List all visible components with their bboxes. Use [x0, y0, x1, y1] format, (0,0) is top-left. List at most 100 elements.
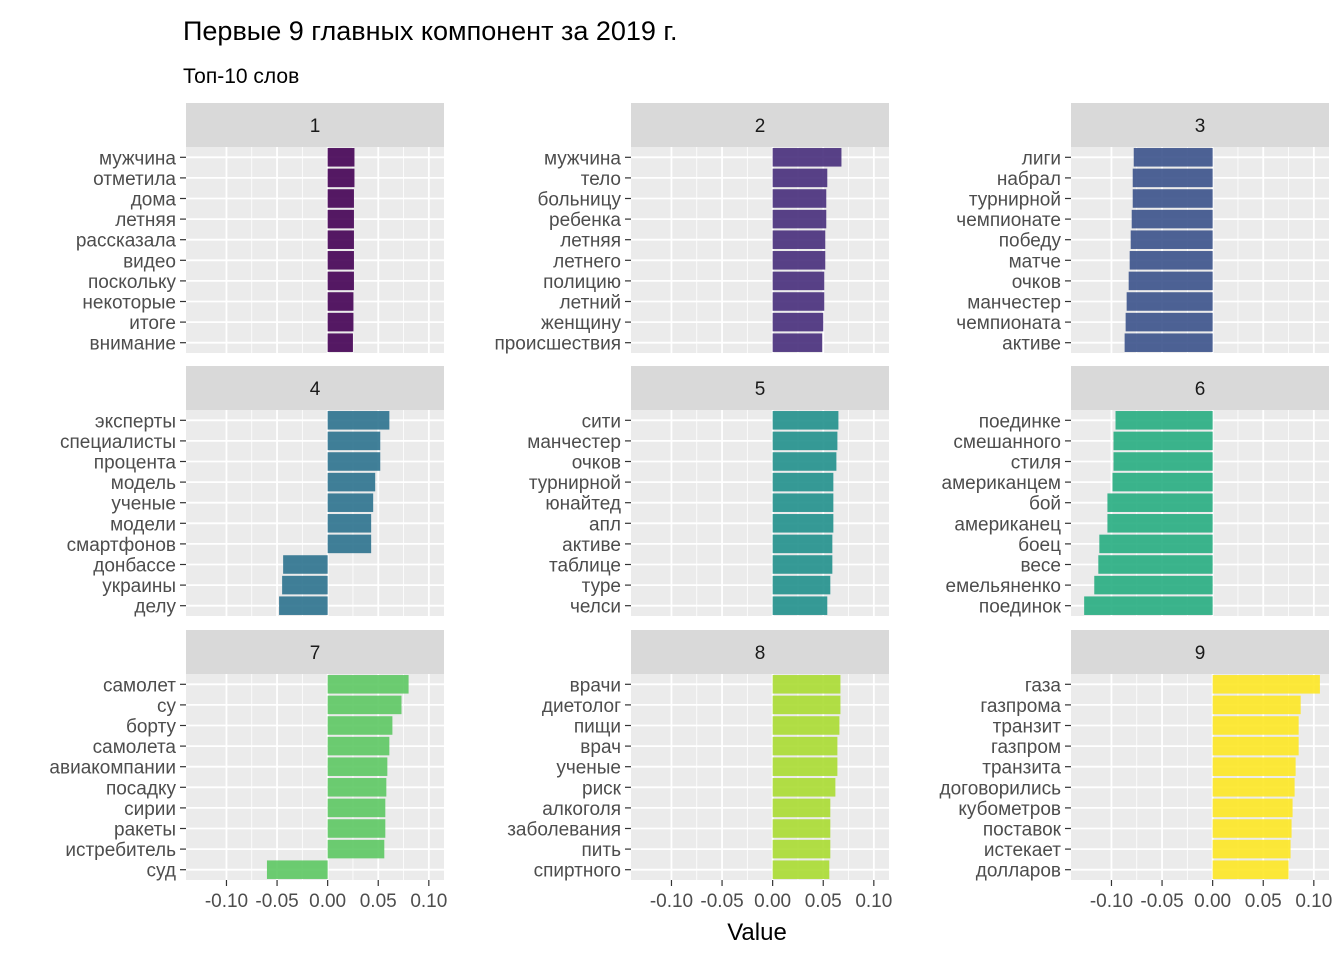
y-tick-label: договорились: [940, 778, 1062, 799]
bar-бой: [1107, 493, 1213, 512]
y-tick-label: манчестер: [967, 293, 1061, 314]
y-tick-label: стиля: [1011, 453, 1061, 474]
x-tick-label: 0.00: [309, 891, 346, 912]
y-tick-label: поставок: [983, 820, 1062, 841]
bar-донбассе: [283, 555, 328, 574]
bar-пищи: [772, 716, 840, 735]
bar-емельяненко: [1094, 575, 1213, 595]
y-tick-label: летняя: [115, 210, 176, 231]
facet-panel-3: 3 лигинабралтурнирнойчемпионатепобедуматч…: [956, 103, 1329, 355]
bar-делу: [279, 596, 328, 615]
bar-модели: [327, 514, 372, 533]
bar-истребитель: [327, 839, 385, 859]
y-tick-label: мужчина: [544, 148, 621, 169]
y-tick-label: долларов: [976, 861, 1061, 882]
bar-турнирной: [772, 472, 834, 492]
y-tick-label: поединок: [979, 597, 1062, 618]
bar-чемпионате: [1131, 209, 1213, 229]
y-tick-label: внимание: [89, 334, 176, 355]
facet-panel-8: 8 врачидиетологпищиврачученыерискалкоголя…: [507, 630, 892, 912]
bar-заболевания: [772, 819, 831, 838]
y-tick-label: видео: [123, 251, 176, 272]
y-tick-label: туре: [582, 576, 621, 597]
y-tick-label: лиги: [1022, 148, 1061, 169]
y-tick-label: газпром: [991, 737, 1061, 758]
y-tick-label: отметила: [93, 169, 176, 190]
bar-риск: [772, 778, 836, 797]
facet-strip-3: [1071, 103, 1329, 147]
x-tick-label: -0.05: [1140, 891, 1183, 912]
bar-транзит: [1212, 716, 1299, 735]
facet-strip-label-9: 9: [1195, 643, 1206, 664]
x-tick-label: 0.00: [754, 891, 791, 912]
bar-челси: [772, 596, 828, 615]
y-tick-label: летняя: [560, 231, 621, 252]
x-tick-label: 0.10: [855, 891, 892, 912]
y-tick-label: ученые: [556, 758, 621, 779]
y-tick-label: ученые: [111, 494, 176, 515]
bar-дома: [327, 189, 354, 208]
facet-strip-label-6: 6: [1195, 379, 1206, 400]
bar-газпром: [1212, 736, 1299, 756]
facet-panel-7: 7 самолетсубортусамолетаавиакомпаниипосад…: [49, 630, 447, 912]
x-tick-label: 0.10: [1295, 891, 1332, 912]
y-tick-label: бой: [1029, 494, 1061, 515]
bar-чемпионата: [1125, 312, 1213, 332]
bar-активе: [1124, 333, 1213, 352]
y-tick-label: ребенка: [549, 210, 621, 231]
y-tick-label: больницу: [537, 190, 621, 211]
bar-летнего: [772, 251, 826, 270]
y-tick-label: активе: [562, 535, 621, 556]
bar-таблице: [772, 555, 833, 574]
x-tick-label: 0.05: [360, 891, 397, 912]
bar-американец: [1107, 514, 1213, 533]
bar-очков: [1128, 271, 1213, 291]
y-tick-label: апл: [589, 514, 621, 535]
y-tick-label: авиакомпании: [49, 758, 176, 779]
facet-strip-label-4: 4: [310, 379, 321, 400]
bar-ракеты: [327, 819, 386, 838]
bar-манчестер: [772, 431, 838, 451]
y-tick-label: алкоголя: [542, 799, 621, 820]
bar-кубометров: [1212, 798, 1293, 818]
bar-самолета: [327, 736, 390, 756]
bar-транзита: [1212, 757, 1296, 776]
facet-panel-1: 1 мужчинаотметиладомалетняярассказалавиде…: [76, 103, 444, 355]
facet-strip-label-8: 8: [755, 643, 766, 664]
facet-panel-5: 5 ситиманчестерочковтурнирнойюнайтедаплак…: [527, 366, 889, 618]
y-tick-label: спиртного: [534, 861, 621, 882]
bar-поскольку: [327, 271, 354, 291]
y-tick-label: врач: [580, 737, 621, 758]
facet-strip-9: [1071, 630, 1329, 674]
y-tick-label: американец: [954, 514, 1061, 535]
facet-strip-2: [631, 103, 889, 147]
bar-врач: [772, 736, 838, 756]
y-tick-label: самолета: [93, 737, 177, 758]
bar-летняя: [772, 230, 826, 249]
facet-strip-label-1: 1: [310, 116, 321, 137]
y-tick-label: набрал: [997, 169, 1061, 190]
y-tick-label: эксперты: [95, 411, 176, 432]
bar-алкоголя: [772, 798, 831, 818]
bar-тело: [772, 168, 828, 188]
bar-набрал: [1132, 168, 1213, 188]
bar-матче: [1129, 251, 1213, 270]
bar-борту: [327, 716, 393, 735]
bar-специалисты: [327, 431, 381, 451]
bar-суд: [266, 860, 328, 879]
bar-весе: [1098, 555, 1213, 574]
y-tick-label: посадку: [106, 778, 177, 799]
bar-пить: [772, 839, 831, 859]
facet-strip-6: [1071, 366, 1329, 410]
x-tick-label: -0.05: [700, 891, 743, 912]
y-tick-label: весе: [1020, 556, 1061, 577]
y-tick-label: врачи: [570, 675, 621, 696]
y-tick-label: истекает: [984, 840, 1061, 861]
bar-поединок: [1084, 596, 1213, 615]
bar-авиакомпании: [327, 757, 388, 776]
y-tick-label: емельяненко: [946, 576, 1061, 597]
y-tick-label: боец: [1018, 535, 1061, 556]
facet-panel-2: 2 мужчинателобольницуребенкалетняялетнего…: [494, 103, 889, 355]
y-tick-label: борту: [126, 717, 177, 738]
